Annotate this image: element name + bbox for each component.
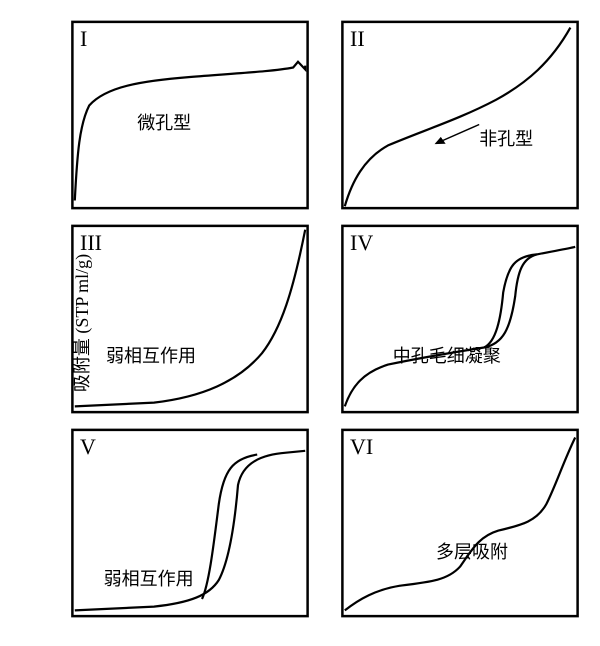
isotherm-curve [345,247,575,407]
panel-roman-label: IV [350,230,373,256]
figure-page: 吸附量 (STP ml/g) I微孔型II非孔型III弱相互作用IV中孔毛细凝聚… [0,0,600,646]
annotation-arrow [436,125,479,144]
panel-svg [340,224,580,414]
panel-I: I 微孔型 [70,20,310,210]
panel-description: 非孔型 [479,125,533,151]
panel-II: II 非孔型 [340,20,580,210]
isotherm-curve [484,254,537,347]
panel-frame [342,430,577,616]
panel-description: 弱相互作用 [106,342,196,368]
panel-roman-label: I [80,26,87,52]
panel-VI: VI 多层吸附 [340,428,580,618]
panel-V: V 弱相互作用 [70,428,310,618]
panel-svg [70,224,310,414]
panel-frame [72,226,307,412]
panel-description: 弱相互作用 [104,565,194,591]
panel-description: 中孔毛细凝聚 [393,342,501,368]
panel-description: 微孔型 [137,109,191,135]
panel-roman-label: V [80,434,96,460]
panel-grid: I 微孔型 II 非孔型 III 弱相互作用 IV 中孔毛细凝聚 V 弱相互作用 VI 多层吸附 [70,20,580,618]
panel-svg [340,20,580,210]
panel-roman-label: II [350,26,365,52]
panel-roman-label: VI [350,434,373,460]
isotherm-curve [345,28,571,207]
isotherm-curve [202,455,257,599]
panel-roman-label: III [80,230,102,256]
panel-frame [342,22,577,208]
isotherm-curve [75,230,305,407]
isotherm-curve [345,438,575,611]
panel-IV: IV 中孔毛细凝聚 [340,224,580,414]
panel-svg [340,428,580,618]
panel-III: III 弱相互作用 [70,224,310,414]
panel-description: 多层吸附 [436,538,508,564]
